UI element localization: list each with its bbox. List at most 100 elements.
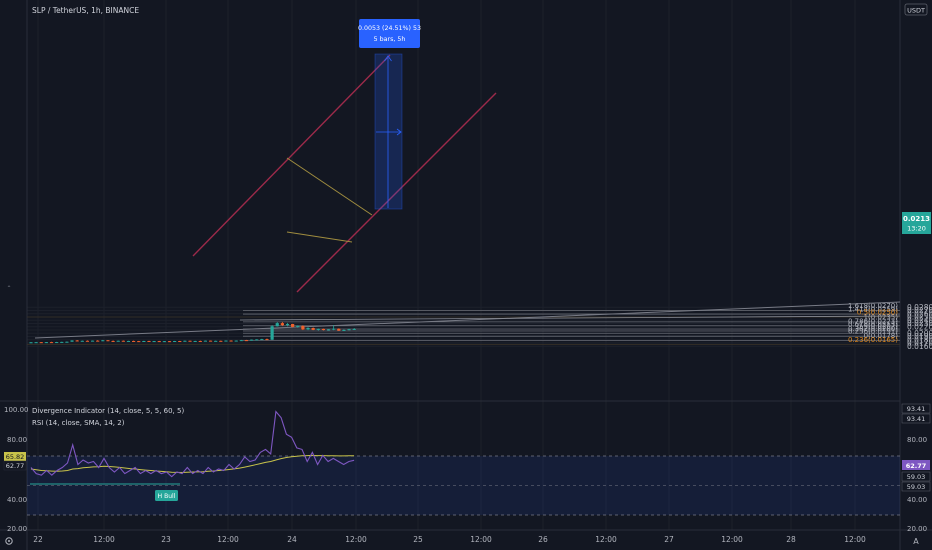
candle-body — [203, 340, 208, 342]
candle-body — [162, 341, 166, 343]
time-tick-label: 12:00 — [721, 535, 743, 544]
symbol-title: SLP / TetherUS, 1h, BINANCE — [32, 6, 139, 15]
candle-body — [193, 340, 197, 342]
candle-body — [311, 327, 315, 330]
candle-body — [132, 340, 136, 342]
left-sma-badge-bg — [4, 452, 26, 461]
gear-icon[interactable] — [5, 537, 13, 545]
rsi-pane[interactable]: H Bull — [27, 410, 900, 516]
time-tick-label: 22 — [33, 535, 43, 544]
candle-body — [173, 341, 177, 343]
candle-body — [85, 340, 90, 342]
candle-body — [280, 323, 284, 326]
candle-body — [111, 340, 115, 342]
long-support-line[interactable] — [34, 301, 901, 339]
right-tick-20: 20.00 — [907, 525, 927, 533]
candle-body — [44, 342, 48, 344]
time-tick-label: 26 — [538, 535, 548, 544]
candle-body — [326, 329, 331, 331]
rsi-sma-line — [30, 454, 355, 474]
price-tick-label: 0.0190 — [907, 332, 932, 341]
candle-body — [347, 329, 351, 331]
time-tick-label: 27 — [664, 535, 674, 544]
time-tick-label: 12:00 — [345, 535, 367, 544]
candle-body — [234, 340, 238, 342]
fib-level-label: 0.236(0.0165) — [848, 336, 898, 344]
time-tick-label: 12:00 — [595, 535, 617, 544]
parallel-channel[interactable] — [192, 54, 497, 293]
candle-body — [337, 328, 341, 331]
measure-range-box — [374, 53, 403, 210]
candle-body — [219, 340, 223, 342]
candle-body — [265, 339, 269, 341]
price-tick-label: 0.0220 — [907, 322, 932, 331]
candle-body — [208, 340, 213, 342]
candle-body — [147, 340, 151, 342]
measure-tool[interactable]: 0.0053 (24.51%) 53 5 bars, 5h — [358, 19, 421, 210]
candle-body — [301, 325, 305, 330]
right-badge-5: 59.03 — [907, 483, 926, 491]
candle-body — [198, 340, 202, 342]
candle-body — [39, 342, 43, 344]
candle-body — [316, 328, 320, 330]
measure-line2: 5 bars, 5h — [374, 36, 406, 43]
price-tick-label: 0.0230 — [907, 319, 932, 328]
right-badge-4: 59.03 — [907, 473, 926, 481]
price-tick-label: 0.0260 — [907, 309, 932, 318]
candle-body — [126, 340, 131, 342]
candlestick-series[interactable] — [29, 321, 356, 344]
candle-body — [152, 341, 156, 343]
currency-button[interactable]: USDT — [904, 3, 928, 16]
last-price-bg — [902, 212, 931, 234]
right-tick-80: 80.00 — [907, 436, 927, 444]
rsi-band-background — [27, 456, 900, 515]
price-tick-label: 0.0160 — [907, 342, 932, 351]
candle-body — [244, 340, 249, 342]
chart-legend-toggle-icon[interactable]: ⌃ — [6, 285, 11, 292]
price-tick-label: 0.0180 — [907, 335, 932, 344]
left-rsi-badge: 62.77 — [6, 462, 25, 470]
right-badge-5-bg — [901, 481, 931, 492]
candle-body — [121, 340, 125, 342]
horizontal-line[interactable] — [239, 315, 901, 321]
h-bull-badge-bg — [155, 490, 178, 501]
candle-body — [80, 340, 84, 342]
price-axis[interactable]: 0.02800.02700.02600.02500.02400.02300.02… — [907, 303, 932, 351]
time-tick-label: 12:00 — [93, 535, 115, 544]
left-rsi-badges: 65.82 62.77 — [3, 452, 27, 471]
candle-body — [157, 341, 161, 343]
candle-body — [352, 328, 356, 330]
right-rsi-badge-bg — [902, 460, 930, 470]
candle-body — [224, 340, 228, 342]
candle-body — [65, 341, 69, 343]
right-badge-2: 93.41 — [907, 415, 926, 423]
left-tick-40: 40.00 — [7, 496, 27, 504]
candle-body — [239, 340, 243, 342]
price-tick-label: 0.0240 — [907, 316, 932, 325]
rsi-indicator-title: RSI (14, close, SMA, 14, 2) — [32, 419, 125, 427]
right-rsi-badge: 62.77 — [906, 462, 927, 470]
pennant-triangle[interactable] — [286, 157, 373, 243]
price-tick-label: 0.0170 — [907, 339, 932, 348]
last-price: 0.0213 — [903, 215, 930, 223]
time-tick-label: 25 — [413, 535, 423, 544]
time-tick-label: 12:00 — [217, 535, 239, 544]
right-badge-1-bg — [901, 403, 931, 414]
right-tick-40: 40.00 — [907, 496, 927, 504]
candle-body — [255, 339, 259, 341]
fib-level-label: 0.236(0.0191) — [848, 328, 898, 336]
candle-body — [332, 328, 336, 330]
candle-body — [60, 341, 64, 343]
candle-body — [75, 340, 79, 342]
right-rsi-badges: 93.41 93.41 62.77 59.03 59.03 — [901, 403, 931, 492]
candle-body — [116, 340, 120, 342]
candle-body — [167, 341, 172, 343]
h-bull-badge: H Bull — [155, 490, 178, 501]
time-axis[interactable]: 22 12:00 23 12:00 24 12:00 25 12:00 26 12:00 27 12:… — [33, 535, 866, 544]
left-tick-100: 100.00 — [4, 406, 29, 414]
auto-scale-icon[interactable]: A — [913, 537, 919, 546]
left-sma-badge: 65.82 — [6, 453, 25, 461]
candle-body — [229, 340, 233, 342]
